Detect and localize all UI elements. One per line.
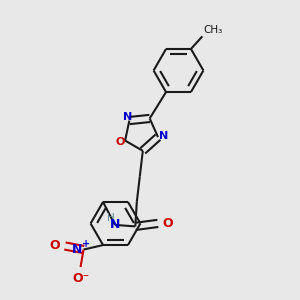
Text: O: O: [50, 239, 60, 253]
Text: N: N: [72, 243, 82, 256]
Text: O: O: [116, 137, 125, 147]
Text: H: H: [107, 213, 115, 223]
Text: N: N: [110, 218, 120, 231]
Text: CH₃: CH₃: [204, 26, 223, 35]
Text: N: N: [123, 112, 133, 122]
Text: O⁻: O⁻: [72, 272, 89, 285]
Text: O: O: [162, 217, 172, 230]
Text: +: +: [82, 239, 90, 249]
Text: N: N: [159, 131, 168, 141]
